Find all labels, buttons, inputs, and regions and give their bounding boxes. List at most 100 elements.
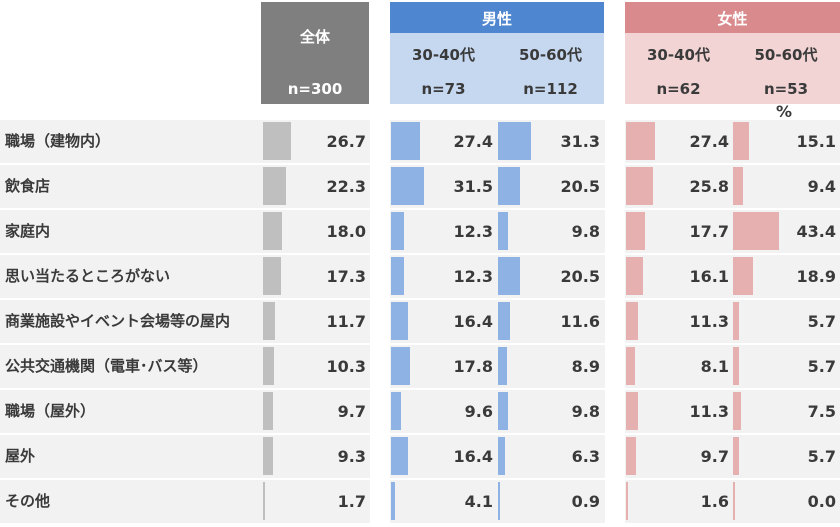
bar	[498, 302, 511, 340]
bar	[391, 347, 410, 385]
male-subheader	[390, 33, 604, 104]
data-label: 6.3	[571, 447, 600, 466]
data-label: 9.7	[337, 402, 366, 421]
data-label: 27.4	[689, 132, 729, 151]
data-label: 0.9	[571, 492, 600, 511]
column-gap	[370, 118, 390, 527]
bar	[626, 212, 645, 250]
data-label: 16.4	[453, 312, 493, 331]
bar	[626, 347, 635, 385]
bar	[391, 302, 409, 340]
table-row	[0, 255, 840, 298]
bar	[498, 212, 509, 250]
category-label: 職場（建物内）	[5, 132, 111, 150]
data-label: 9.4	[807, 177, 836, 196]
data-label: 17.8	[453, 357, 493, 376]
table-row	[0, 435, 840, 478]
bar	[498, 437, 505, 475]
table-row	[0, 345, 840, 388]
male-n-1: n=73	[421, 80, 466, 98]
data-label: 1.7	[337, 492, 366, 511]
bar	[263, 212, 282, 250]
female-n-2: n=53	[763, 80, 809, 98]
data-label: 16.4	[453, 447, 493, 466]
category-label: 屋外	[5, 447, 36, 465]
total-header-n: n=300	[287, 80, 343, 98]
table-row	[0, 210, 840, 253]
category-label: 職場（屋外）	[5, 402, 96, 420]
bar	[498, 482, 500, 520]
data-label: 18.9	[796, 267, 836, 286]
data-label: 12.3	[453, 222, 493, 241]
bar	[733, 482, 735, 520]
female-age-1: 30-40代	[647, 46, 710, 64]
bar	[263, 392, 274, 430]
bar	[391, 482, 396, 520]
data-label: 26.7	[326, 132, 366, 151]
bar	[498, 257, 520, 295]
data-label: 17.7	[689, 222, 729, 241]
data-label: 11.6	[560, 312, 600, 331]
male-header	[390, 2, 604, 33]
female-header	[625, 2, 840, 33]
data-label: 8.9	[571, 357, 600, 376]
category-label: 家庭内	[5, 222, 51, 240]
category-label: 公共交通機関（電車･バス等）	[5, 357, 208, 375]
data-label: 0.0	[807, 492, 836, 511]
data-label: 27.4	[453, 132, 493, 151]
female-subheader	[625, 33, 840, 104]
bar	[498, 347, 508, 385]
bar	[626, 257, 643, 295]
bar	[263, 482, 265, 520]
data-label: 31.3	[560, 132, 600, 151]
bar	[391, 437, 409, 475]
data-label: 12.3	[453, 267, 493, 286]
bar	[391, 392, 402, 430]
bar	[733, 347, 739, 385]
data-label: 7.5	[807, 402, 836, 421]
table-row	[0, 300, 840, 343]
bar	[498, 167, 520, 205]
data-label: 1.6	[700, 492, 729, 511]
bar	[626, 167, 654, 205]
data-label: 20.5	[560, 177, 600, 196]
data-label: 16.1	[689, 267, 729, 286]
data-label: 10.3	[326, 357, 366, 376]
data-label: 11.7	[326, 312, 366, 331]
female-age-2: 50-60代	[754, 46, 818, 64]
bar	[733, 122, 749, 160]
bar	[263, 122, 292, 160]
bar	[733, 257, 753, 295]
data-label: 11.3	[689, 312, 729, 331]
bar	[733, 392, 741, 430]
bar	[733, 212, 779, 250]
category-label: その他	[5, 492, 51, 510]
data-label: 20.5	[560, 267, 600, 286]
bar	[626, 122, 655, 160]
bar	[263, 167, 287, 205]
bar	[263, 437, 273, 475]
data-label: 31.5	[453, 177, 493, 196]
data-label: 15.1	[796, 132, 836, 151]
data-label: 9.7	[700, 447, 729, 466]
male-age-2: 50-60代	[519, 46, 582, 64]
bar	[498, 122, 531, 160]
column-gap	[605, 118, 625, 527]
data-label: 9.3	[337, 447, 366, 466]
bar	[626, 482, 628, 520]
bar	[626, 392, 638, 430]
bar	[498, 392, 509, 430]
data-label: 9.6	[464, 402, 493, 421]
data-label: 17.3	[326, 267, 366, 286]
bar	[733, 437, 739, 475]
unit-label: %	[776, 102, 793, 121]
data-label: 43.4	[796, 222, 836, 241]
category-label: 商業施設やイベント会場等の屋内	[5, 312, 231, 330]
data-label: 8.1	[700, 357, 729, 376]
data-label: 25.8	[689, 177, 729, 196]
bar	[733, 167, 743, 205]
total-header	[261, 2, 369, 104]
bar	[263, 302, 276, 340]
table-row	[0, 390, 840, 433]
bar	[391, 257, 404, 295]
